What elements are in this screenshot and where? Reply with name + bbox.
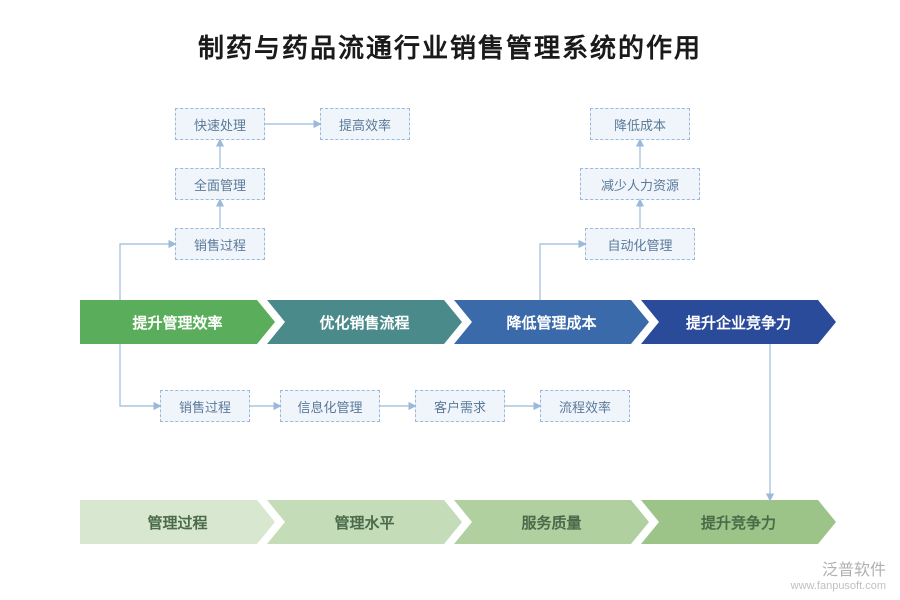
bot-seg-3-label: 服务质量: [521, 512, 581, 533]
main-seg-3-label: 降低管理成本: [506, 312, 596, 333]
main-seg-4: 提升企业竞争力: [641, 300, 836, 344]
main-seg-2: 优化销售流程: [267, 300, 462, 344]
bot-seg-4: 提升竞争力: [641, 500, 836, 544]
bottom-arrow-band: 管理过程 管理水平 服务质量 提升竞争力: [80, 500, 836, 544]
bot-seg-3: 服务质量: [454, 500, 649, 544]
box-improve-eff: 提高效率: [320, 108, 410, 140]
bot-seg-4-label: 提升竞争力: [701, 512, 776, 533]
box-sales-process-1: 销售过程: [175, 228, 265, 260]
box-customer-need: 客户需求: [415, 390, 505, 422]
box-full-manage: 全面管理: [175, 168, 265, 200]
bot-seg-2: 管理水平: [267, 500, 462, 544]
bot-seg-1: 管理过程: [80, 500, 275, 544]
box-reduce-hr: 减少人力资源: [580, 168, 700, 200]
box-info-manage: 信息化管理: [280, 390, 380, 422]
main-seg-2-label: 优化销售流程: [319, 312, 409, 333]
watermark-url: www.fanpusoft.com: [791, 580, 886, 592]
main-seg-1-label: 提升管理效率: [132, 312, 222, 333]
page-title: 制药与药品流通行业销售管理系统的作用: [0, 28, 900, 65]
box-auto-manage: 自动化管理: [585, 228, 695, 260]
watermark-logo: 泛普软件: [791, 556, 886, 580]
box-fast-process: 快速处理: [175, 108, 265, 140]
box-process-eff: 流程效率: [540, 390, 630, 422]
main-seg-3: 降低管理成本: [454, 300, 649, 344]
main-seg-1: 提升管理效率: [80, 300, 275, 344]
bot-seg-2-label: 管理水平: [334, 512, 394, 533]
box-sales-process-2: 销售过程: [160, 390, 250, 422]
main-seg-4-label: 提升企业竞争力: [686, 312, 791, 333]
main-arrow-band: 提升管理效率 优化销售流程 降低管理成本 提升企业竞争力: [80, 300, 836, 344]
bot-seg-1-label: 管理过程: [147, 512, 207, 533]
watermark: 泛普软件 www.fanpusoft.com: [791, 556, 886, 592]
box-reduce-cost: 降低成本: [590, 108, 690, 140]
